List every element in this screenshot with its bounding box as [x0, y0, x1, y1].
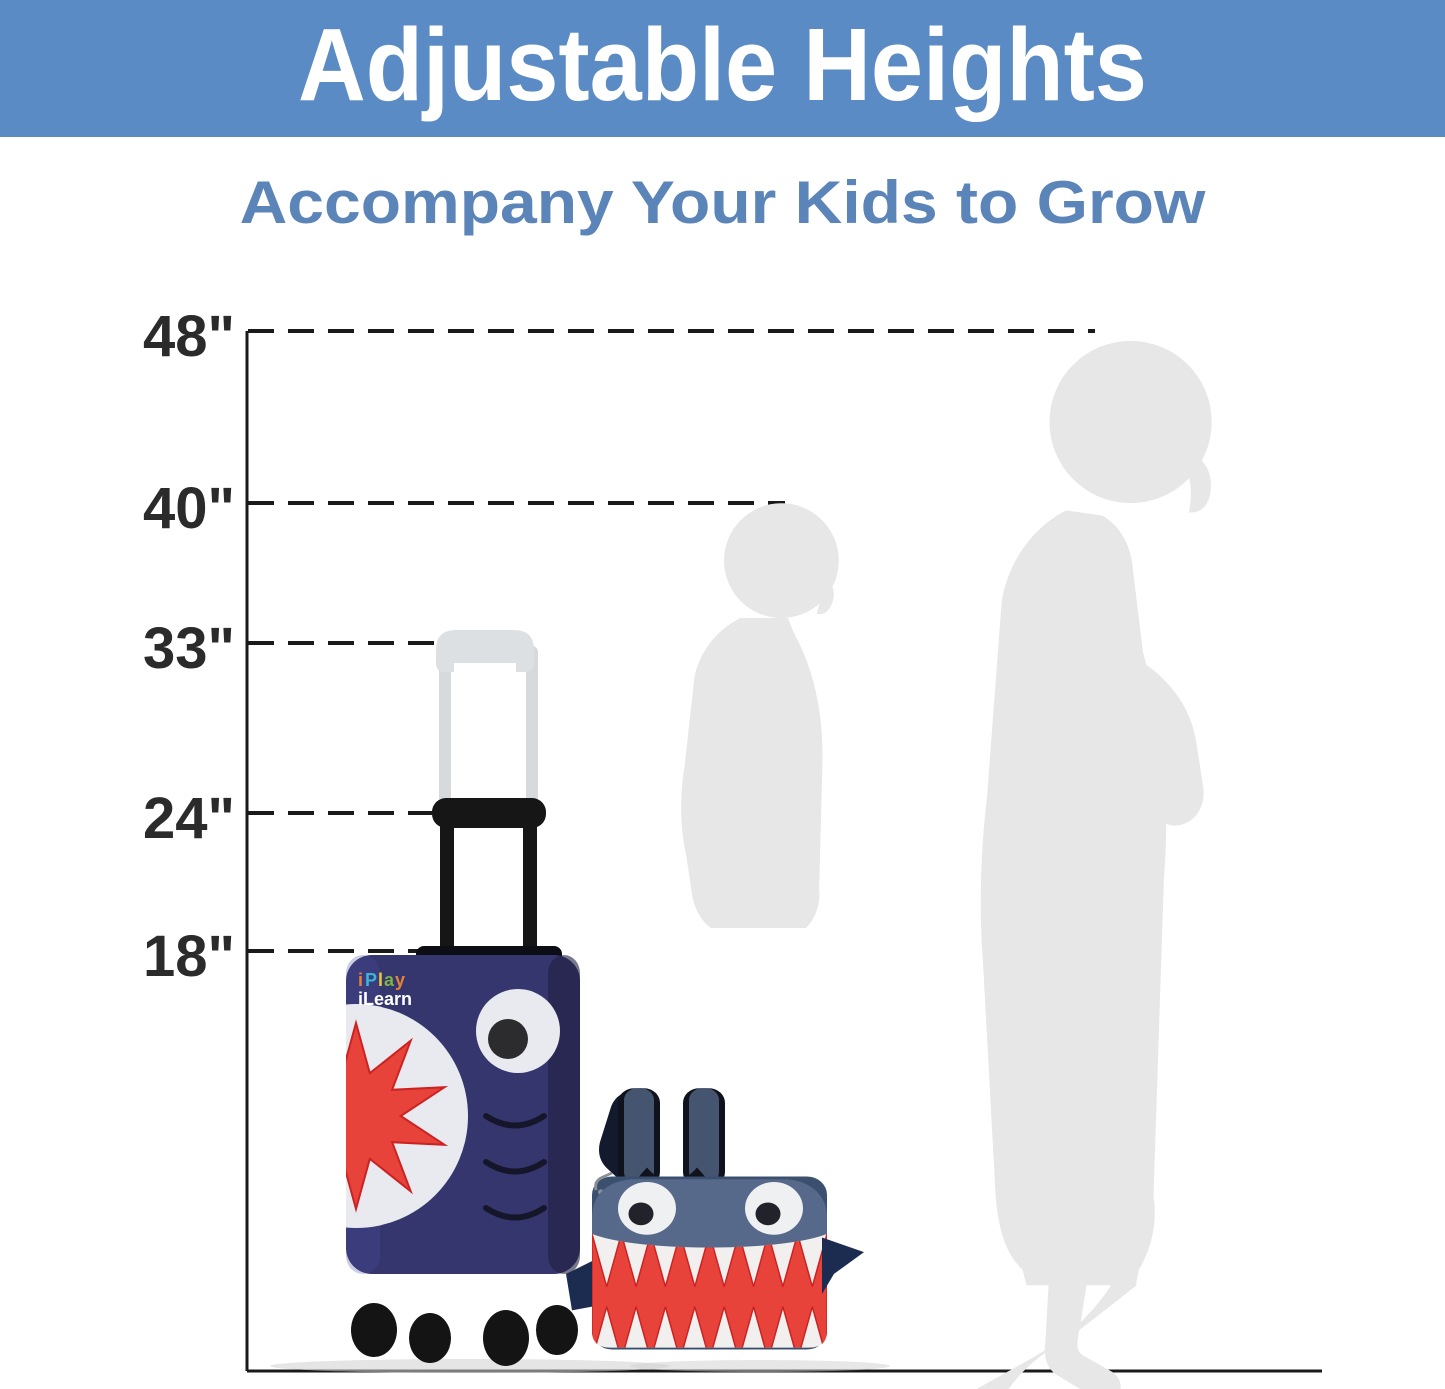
svg-text:iLearn: iLearn [358, 989, 412, 1009]
svg-text:y: y [395, 970, 405, 990]
svg-text:P: P [365, 970, 377, 990]
svg-text:i: i [358, 970, 363, 990]
svg-text:l: l [378, 970, 383, 990]
svg-text:a: a [384, 970, 395, 990]
